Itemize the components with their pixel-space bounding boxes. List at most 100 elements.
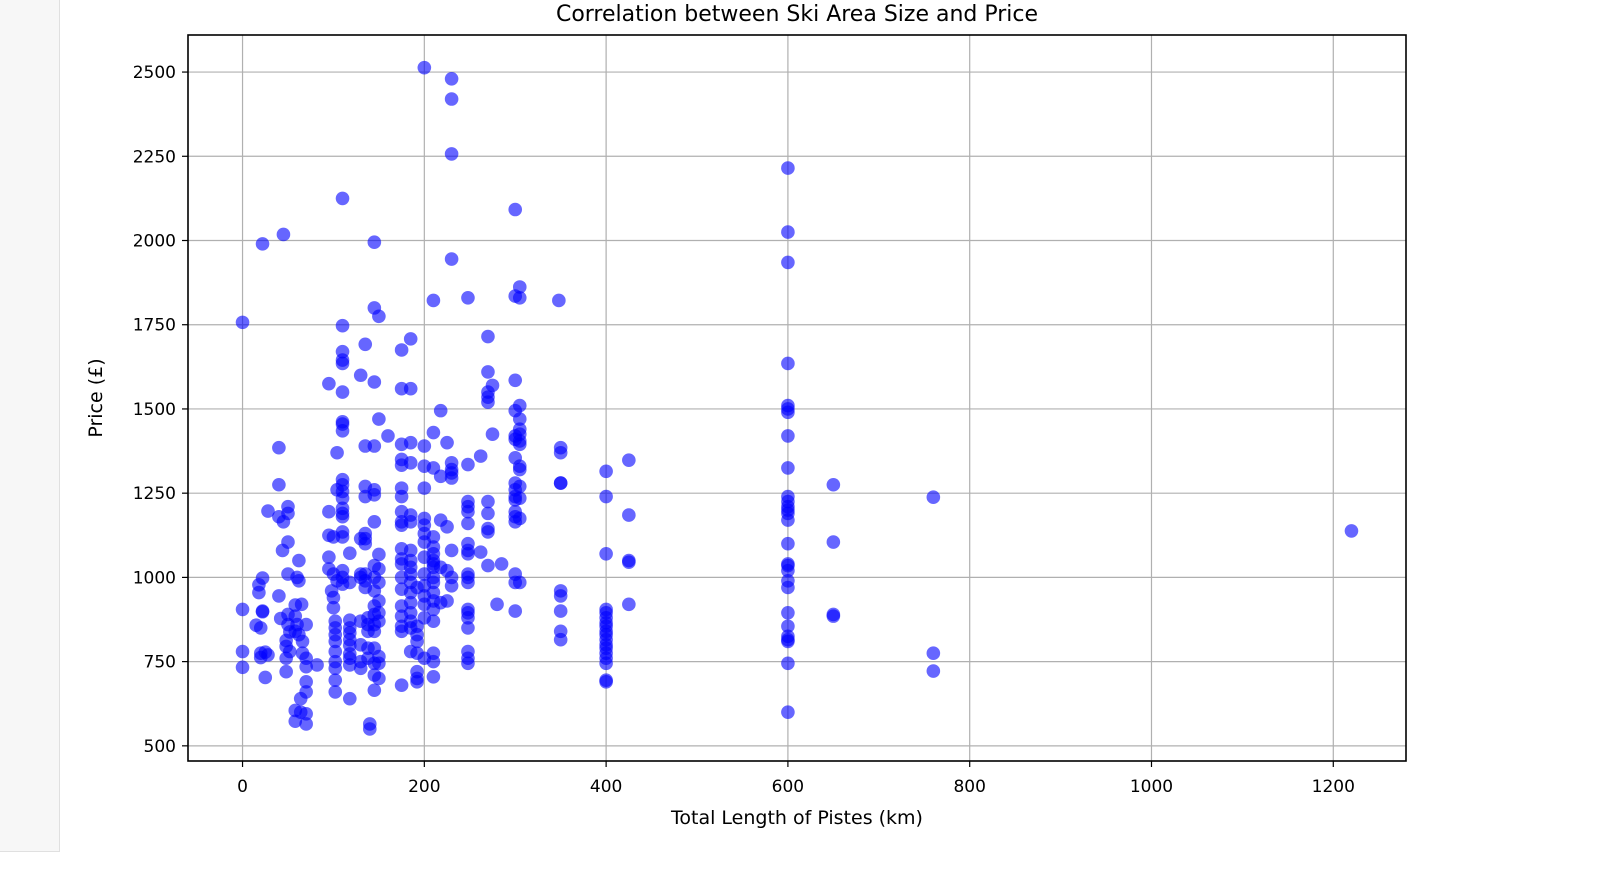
data-point [1344,524,1359,538]
data-point [235,602,250,617]
data-point [553,445,568,460]
x-axis-ticks: 0 200 400 600 800 1000 1200 [237,761,1355,797]
data-point [417,60,432,75]
data-point [410,634,424,649]
data-point [461,611,475,625]
data-point [599,656,613,671]
data-point [781,656,795,671]
plot-area-frame [187,34,1407,762]
data-point [426,575,441,590]
data-point [512,511,527,526]
data-point [512,437,527,452]
x-tick-label: 800 [953,777,985,797]
y-tick-label: 1000 [133,568,176,588]
data-point [622,508,636,522]
data-point [512,491,527,506]
data-point [781,563,795,578]
data-point [353,661,368,676]
data-point [781,225,795,239]
data-point [403,435,418,450]
data-point [292,553,306,568]
data-point [335,191,350,206]
data-point [512,412,527,426]
data-point [426,669,441,684]
data-point [444,543,459,558]
data-point [326,590,341,605]
data-point [444,471,459,485]
data-point [372,594,386,608]
data-point [310,658,324,672]
data-point [826,535,841,549]
y-tick-label: 750 [144,653,176,673]
data-point [781,536,795,551]
data-point [335,424,350,438]
y-axis-label: Price (£) [85,358,107,437]
data-point [353,368,368,383]
data-point [781,461,795,475]
data-point [358,536,373,551]
data-point [328,685,343,699]
data-point [299,685,313,699]
data-point [461,457,475,472]
data-point [553,476,568,490]
data-point [394,678,409,692]
data-point [426,425,441,440]
x-axis-label: Total Length of Pistes (km) [670,807,923,829]
data-point [294,597,309,612]
data-point [372,575,386,590]
data-point [335,509,350,524]
data-point [279,664,293,679]
data-point [512,479,527,494]
data-point [272,440,286,455]
data-point [367,488,382,502]
data-point [372,547,386,562]
data-point [926,490,941,505]
x-tick-label: 0 [237,777,248,797]
data-point [826,609,841,623]
data-point [781,255,795,270]
data-point [367,439,382,453]
data-point [403,543,418,558]
data-point [781,580,795,595]
data-point [326,600,341,615]
data-point [552,293,566,308]
data-point [433,469,448,484]
data-point [781,619,795,634]
data-point [512,575,527,590]
data-point [367,515,382,529]
data-point [299,617,313,632]
y-axis-ticks: 500 750 1000 1250 1500 1750 2000 2250 2500 [133,63,188,757]
data-point [417,481,432,495]
data-point [299,717,313,731]
data-point [444,92,459,106]
data-point [358,337,373,352]
data-point [255,237,270,251]
data-point [295,634,310,649]
data-point [426,293,441,308]
data-point [335,385,350,399]
data-point [403,595,418,610]
data-point [461,290,475,305]
x-tick-label: 600 [772,777,804,797]
data-point [417,439,432,453]
cell-output-area: Correlation between Ski Area Size and Pr… [60,0,1600,875]
data-point [926,664,941,678]
data-point [508,202,523,217]
data-point [426,654,441,669]
data-point [235,660,250,675]
data-point [461,547,475,561]
data-point [622,555,636,570]
data-point [553,632,568,647]
y-tick-label: 2000 [133,232,176,252]
data-point [261,504,275,518]
data-point [926,646,941,660]
data-point [372,671,386,686]
data-point [444,147,459,161]
data-point [292,573,306,588]
x-tick-label: 1000 [1130,777,1173,797]
data-point [481,395,495,410]
data-point [272,477,286,492]
data-point [461,504,475,519]
y-tick-label: 2500 [133,63,176,83]
data-point [461,656,475,671]
